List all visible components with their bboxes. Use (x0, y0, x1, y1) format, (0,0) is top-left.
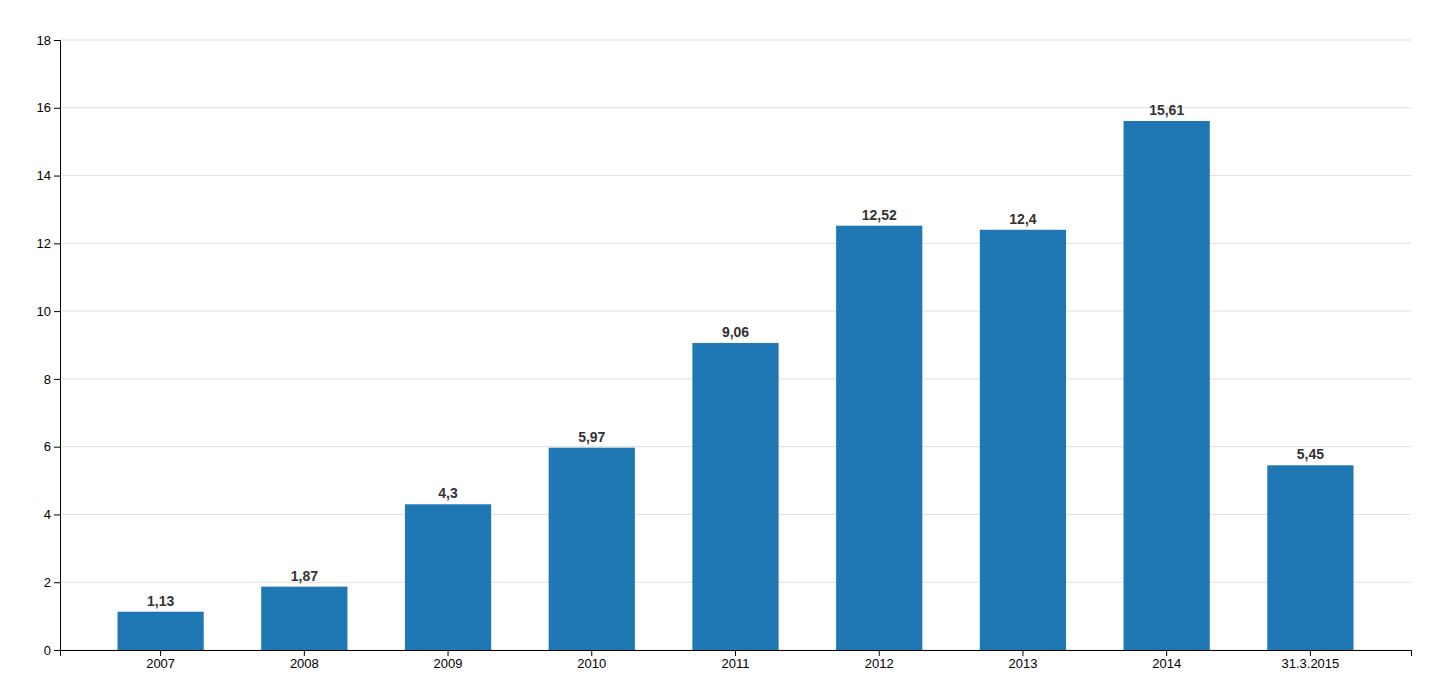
x-tick: 2014 (1152, 650, 1181, 671)
y-tick-label: 2 (44, 575, 51, 590)
y-tick-label: 10 (37, 304, 51, 319)
bars (117, 121, 1353, 650)
chart: 2007200820092010201120122013201431.3.201… (0, 0, 1451, 700)
data-label: 5,97 (578, 429, 605, 445)
y-axis-line (54, 41, 61, 651)
y-tick: 16 (37, 100, 60, 115)
x-tick-label: 2010 (577, 656, 606, 671)
y-tick: 10 (37, 304, 60, 319)
y-tick-label: 0 (44, 643, 51, 658)
y-tick: 8 (44, 372, 60, 387)
y-tick: 14 (37, 168, 60, 183)
bar (117, 612, 203, 650)
y-tick-mark (54, 176, 60, 177)
data-label: 9,06 (722, 324, 749, 340)
bar (1267, 465, 1353, 650)
data-label: 15,61 (1149, 102, 1184, 118)
data-label: 1,87 (291, 568, 318, 584)
grid-line (60, 40, 1411, 41)
y-tick-label: 4 (44, 507, 51, 522)
x-tick: 2008 (290, 650, 319, 671)
y-tick-label: 8 (44, 372, 51, 387)
x-axis: 2007 2008 2009 2010 2011 2012 2013 2014 31.3.201… (61, 650, 1412, 671)
y-tick-mark (54, 650, 60, 651)
y-tick-mark (54, 40, 60, 41)
x-tick-mark (1022, 650, 1023, 656)
y-tick-label: 6 (44, 439, 51, 454)
x-tick-mark (735, 650, 736, 656)
x-tick: 2011 (722, 650, 750, 671)
x-tick-mark (1310, 650, 1311, 656)
y-tick: 18 (37, 33, 60, 48)
grid-line (60, 107, 1411, 108)
x-tick-label: 2014 (1152, 656, 1181, 671)
data-label: 12,52 (862, 207, 897, 223)
x-tick-mark (304, 650, 305, 656)
x-tick-mark (160, 650, 161, 656)
x-tick: 2012 (865, 650, 894, 671)
bar (836, 226, 922, 650)
y-tick-mark (54, 108, 60, 109)
y-tick-label: 18 (37, 33, 51, 48)
x-tick-label: 2011 (722, 656, 750, 671)
data-label: 12,4 (1009, 211, 1036, 227)
x-axis-line (61, 651, 1412, 657)
data-labels: 1,13 1,87 4,3 5,97 9,06 12,52 12,4 15,61 5,45 (147, 102, 1324, 609)
y-tick-mark (54, 582, 60, 583)
y-tick-mark (54, 311, 60, 312)
y-tick: 12 (37, 236, 60, 251)
x-tick: 2009 (434, 650, 463, 671)
x-tick-label: 2008 (290, 656, 319, 671)
y-tick-mark (54, 514, 60, 515)
grid (60, 40, 1411, 650)
bar (980, 230, 1066, 650)
y-tick-mark (54, 243, 60, 244)
bar (1124, 121, 1210, 650)
x-tick-label: 2009 (434, 656, 463, 671)
x-tick-label: 31.3.2015 (1281, 656, 1339, 671)
data-label: 5,45 (1297, 446, 1324, 462)
y-tick-label: 14 (37, 168, 51, 183)
data-label: 1,13 (147, 593, 174, 609)
y-axis: 0 2 4 6 8 10 12 14 16 18 (37, 33, 61, 658)
y-tick: 6 (44, 439, 60, 454)
x-tick-mark (1166, 650, 1167, 656)
y-tick-label: 16 (37, 100, 51, 115)
x-tick-label: 2012 (865, 656, 894, 671)
y-tick-mark (54, 379, 60, 380)
bar (405, 504, 491, 650)
y-tick-label: 12 (37, 236, 51, 251)
bar (692, 343, 778, 650)
bar (549, 448, 635, 650)
x-tick-mark (879, 650, 880, 656)
x-tick-label: 2007 (146, 656, 175, 671)
y-tick: 4 (44, 507, 60, 522)
x-tick: 2010 (577, 650, 606, 671)
x-tick: 31.3.2015 (1281, 650, 1339, 671)
y-tick-mark (54, 447, 60, 448)
y-tick: 0 (44, 643, 60, 658)
x-tick-mark (591, 650, 592, 656)
x-tick-label: 2013 (1008, 656, 1037, 671)
bar (261, 587, 347, 650)
y-tick: 2 (44, 575, 60, 590)
x-tick: 2013 (1008, 650, 1037, 671)
x-tick-mark (448, 650, 449, 656)
plot: 2007200820092010201120122013201431.3.201… (37, 33, 1412, 672)
x-tick: 2007 (146, 650, 175, 671)
data-label: 4,3 (438, 485, 458, 501)
